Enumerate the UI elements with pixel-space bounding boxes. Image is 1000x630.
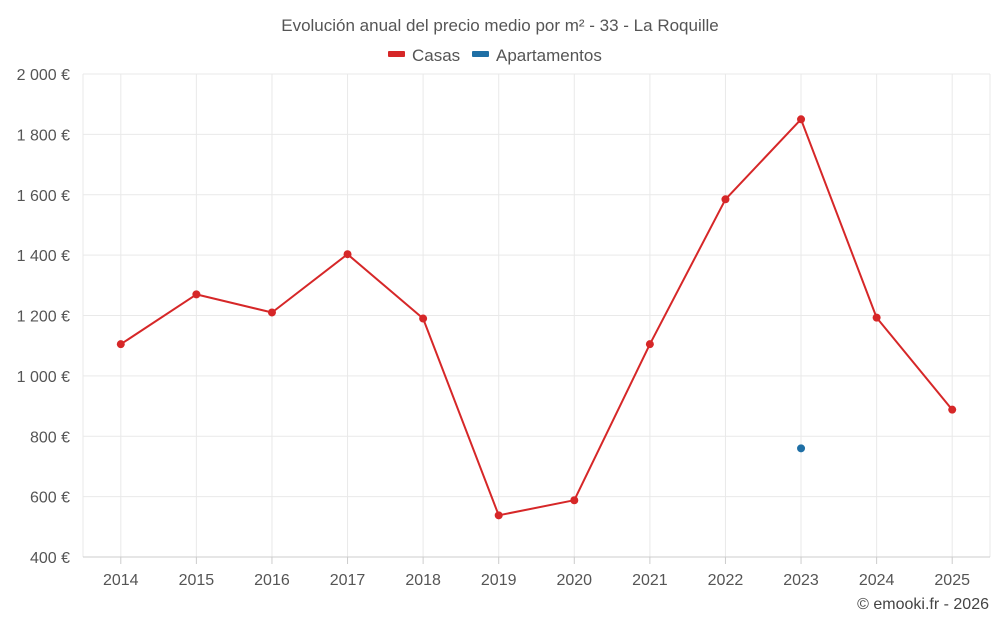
y-tick-label: 600 € [30,490,70,507]
x-tick-label: 2018 [405,572,441,589]
axes: 400 € 600 € 800 € 1 000 € 1 200 € 1 400 € 1 60… [17,67,990,589]
data-point-casas[interactable] [872,313,881,322]
series[interactable] [116,115,957,520]
legend[interactable]: Casas Apartamentos [388,46,602,65]
data-point-casas[interactable] [343,250,352,259]
x-tick-label: 2016 [254,572,290,589]
y-tick-label: 1 800 € [17,127,70,144]
x-tick-label: 2025 [934,572,970,589]
data-point-casas[interactable] [721,195,730,204]
y-tick-label: 1 600 € [17,188,70,205]
data-point-casas[interactable] [645,340,654,349]
y-tick-label: 1 400 € [17,248,70,265]
chart-title: Evolución anual del precio medio por m² … [281,16,719,35]
legend-swatch-apartamentos[interactable] [472,51,489,57]
data-point-casas[interactable] [116,340,125,349]
x-tick-label: 2020 [556,572,592,589]
credit-text: © emooki.fr - 2026 [857,596,989,613]
y-tick-label: 400 € [30,550,70,567]
x-tick-label: 2019 [481,572,517,589]
x-tick-label: 2023 [783,572,819,589]
x-tick-label: 2017 [330,572,366,589]
legend-swatch-casas[interactable] [388,51,405,57]
data-point-casas[interactable] [267,308,276,317]
data-point-casas[interactable] [948,405,957,414]
x-tick-label: 2022 [708,572,744,589]
y-tick-label: 800 € [30,429,70,446]
x-tick-label: 2024 [859,572,895,589]
data-point-casas[interactable] [494,511,503,520]
data-point-casas[interactable] [192,290,201,299]
y-tick-label: 1 200 € [17,309,70,326]
x-tick-label: 2015 [179,572,215,589]
legend-label-casas[interactable]: Casas [412,46,460,65]
data-point-casas[interactable] [570,496,579,505]
data-point-casas[interactable] [797,115,806,124]
series-line-casas[interactable] [120,118,953,517]
x-tick-label: 2014 [103,572,139,589]
data-point-apartamentos[interactable] [797,444,806,453]
y-tick-label: 1 000 € [17,369,70,386]
grid [82,73,991,557]
x-tick-label: 2021 [632,572,668,589]
legend-label-apartamentos[interactable]: Apartamentos [496,46,602,65]
data-point-casas[interactable] [419,314,428,323]
y-tick-label: 2 000 € [17,67,70,84]
